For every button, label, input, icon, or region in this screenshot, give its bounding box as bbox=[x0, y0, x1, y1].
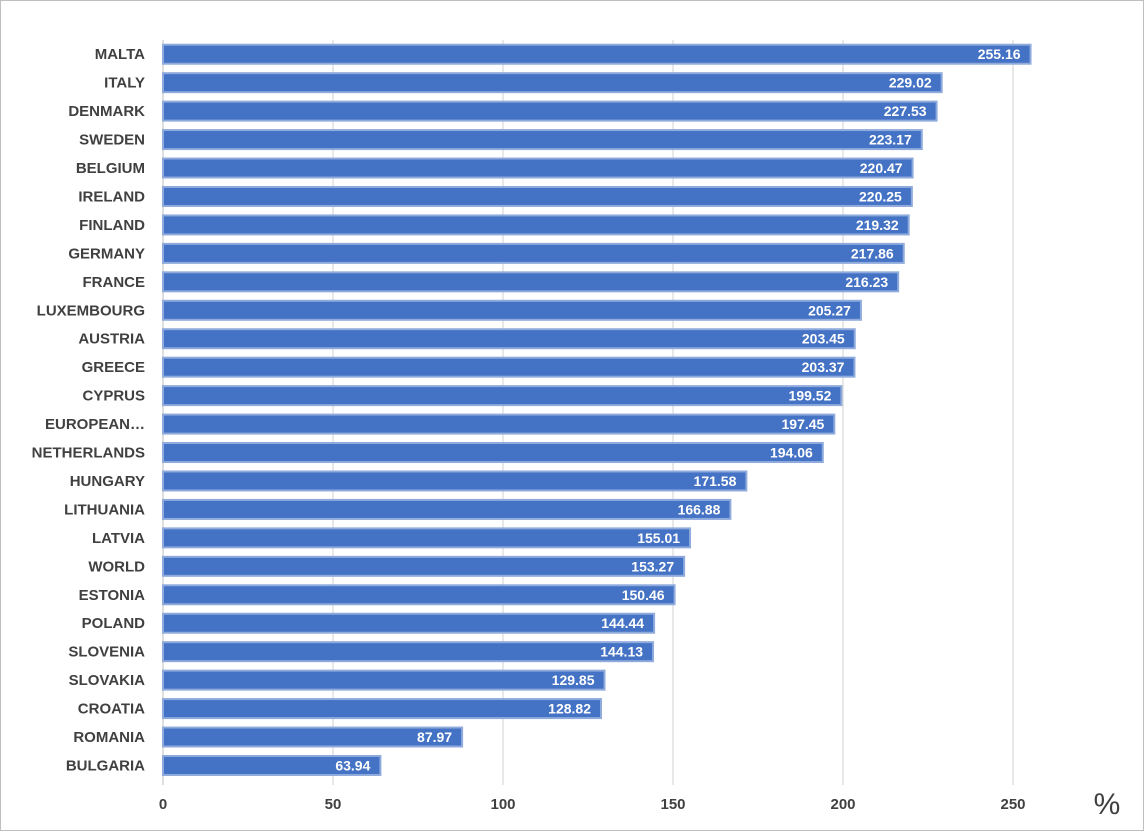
data-label: 63.94 bbox=[335, 757, 370, 773]
data-label: 255.16 bbox=[978, 46, 1021, 62]
data-label: 171.58 bbox=[694, 473, 737, 489]
category-label: FRANCE bbox=[83, 274, 146, 291]
bar bbox=[162, 555, 686, 577]
category-label: LATVIA bbox=[92, 530, 145, 547]
category-label: BELGIUM bbox=[76, 160, 145, 177]
bar bbox=[162, 385, 843, 407]
bar bbox=[162, 612, 656, 634]
bar bbox=[162, 214, 910, 236]
bar bbox=[162, 584, 676, 606]
data-label: 223.17 bbox=[869, 132, 912, 148]
category-label: MALTA bbox=[95, 46, 145, 63]
bar bbox=[162, 754, 382, 776]
x-axis-unit-label: % bbox=[1094, 788, 1121, 821]
category-label: NETHERLANDS bbox=[32, 445, 145, 462]
bar bbox=[162, 669, 606, 691]
data-label: 219.32 bbox=[856, 217, 899, 233]
category-label: GERMANY bbox=[68, 245, 145, 262]
category-label: BULGARIA bbox=[66, 757, 145, 774]
bar bbox=[162, 498, 732, 520]
bar bbox=[162, 129, 923, 151]
bar bbox=[162, 726, 464, 748]
category-label: FINLAND bbox=[79, 217, 145, 234]
data-label: 144.44 bbox=[601, 615, 644, 631]
category-label: EUROPEAN… bbox=[45, 416, 145, 433]
category-label: SLOVENIA bbox=[68, 644, 145, 661]
category-label: ITALY bbox=[104, 75, 145, 92]
bar bbox=[162, 299, 862, 321]
x-tick-label: 200 bbox=[830, 796, 855, 813]
x-tick-labels: 0 50 100 150 200 250 bbox=[159, 796, 1026, 813]
category-label: SLOVAKIA bbox=[69, 672, 146, 689]
bar bbox=[162, 100, 938, 122]
data-label: 166.88 bbox=[678, 501, 721, 517]
category-labels: MALTA ITALY DENMARK SWEDEN BELGIUM IRELAND FIN… bbox=[32, 46, 146, 774]
category-label: CROATIA bbox=[78, 701, 145, 718]
bar bbox=[162, 185, 913, 207]
x-tick-label: 250 bbox=[1000, 796, 1025, 813]
category-label: ESTONIA bbox=[79, 587, 146, 604]
bar bbox=[162, 413, 836, 435]
bar bbox=[162, 72, 943, 94]
bar bbox=[162, 356, 856, 378]
bar bbox=[162, 470, 748, 492]
bar bbox=[162, 527, 692, 549]
data-label: 203.37 bbox=[802, 359, 845, 375]
bar bbox=[162, 43, 1032, 65]
data-label: 194.06 bbox=[770, 445, 813, 461]
data-label: 205.27 bbox=[808, 302, 851, 318]
category-label: IRELAND bbox=[78, 188, 145, 205]
category-label: CYPRUS bbox=[82, 388, 145, 405]
category-label: AUSTRIA bbox=[78, 331, 145, 348]
category-label: LITHUANIA bbox=[64, 501, 145, 518]
data-label: 199.52 bbox=[789, 388, 832, 404]
category-label: DENMARK bbox=[68, 103, 145, 120]
data-label: 153.27 bbox=[631, 558, 674, 574]
category-label: ROMANIA bbox=[73, 729, 145, 746]
bar bbox=[162, 271, 900, 293]
x-tick-label: 150 bbox=[660, 796, 685, 813]
data-label: 129.85 bbox=[552, 672, 595, 688]
category-label: WORLD bbox=[88, 558, 145, 575]
bar bbox=[162, 328, 856, 350]
bars-group: 255.16 229.02 227.53 223.17 220.47 220.25 219.… bbox=[162, 43, 1032, 776]
bar bbox=[162, 157, 914, 179]
data-label: 203.45 bbox=[802, 331, 845, 347]
category-label: HUNGARY bbox=[70, 473, 145, 490]
data-label: 87.97 bbox=[417, 729, 452, 745]
data-label: 227.53 bbox=[884, 103, 927, 119]
data-label: 144.13 bbox=[600, 644, 643, 660]
data-label: 128.82 bbox=[548, 701, 591, 717]
x-tick-label: 100 bbox=[490, 796, 515, 813]
bar bbox=[162, 442, 824, 464]
data-label: 216.23 bbox=[845, 274, 888, 290]
bar bbox=[162, 698, 602, 720]
x-tick-label: 50 bbox=[325, 796, 342, 813]
x-tick-label: 0 bbox=[159, 796, 167, 813]
data-label: 229.02 bbox=[889, 75, 932, 91]
data-label: 155.01 bbox=[637, 530, 680, 546]
data-label: 220.47 bbox=[860, 160, 903, 176]
data-label: 217.86 bbox=[851, 245, 894, 261]
data-label: 150.46 bbox=[622, 587, 665, 603]
category-label: POLAND bbox=[82, 615, 146, 632]
category-label: GREECE bbox=[82, 359, 145, 376]
data-label: 220.25 bbox=[859, 188, 902, 204]
bar bbox=[162, 242, 905, 264]
category-label: LUXEMBOURG bbox=[37, 302, 145, 319]
data-label: 197.45 bbox=[782, 416, 825, 432]
category-label: SWEDEN bbox=[79, 132, 145, 149]
bar bbox=[162, 641, 655, 663]
